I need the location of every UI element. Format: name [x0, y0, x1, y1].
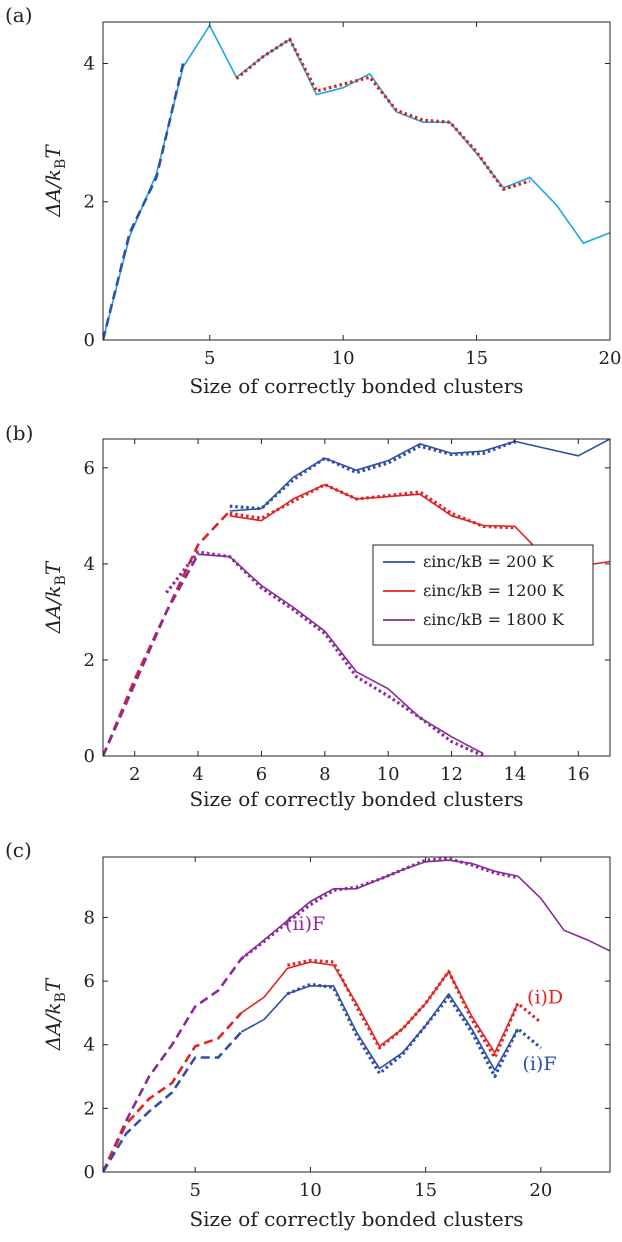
panel-label: (c) — [5, 838, 32, 862]
y-tick-label: 4 — [84, 554, 95, 575]
y-tick-label: 4 — [84, 53, 95, 74]
x-tick-label: 8 — [319, 764, 330, 785]
series-line-solid — [240, 859, 610, 960]
series-line-dotted — [286, 982, 542, 1079]
axes-frame — [102, 856, 611, 1173]
x-tick-label: 4 — [192, 764, 203, 785]
y-tick-label: 2 — [84, 1098, 95, 1119]
legend-entry: εinc/kB = 1800 K — [423, 610, 565, 629]
y-axis-label: ΔA/kBT — [41, 977, 69, 1051]
chart-panel-0: (a) 5 10 15 20 0 2 4 Size of correctly bonded cl… — [5, 3, 621, 398]
x-axis-label: Size of correctly bonded clusters — [189, 1207, 523, 1231]
x-tick-label: 20 — [529, 1180, 552, 1201]
annotation-label: (ii)F — [285, 913, 325, 935]
annotation-label: (i)D — [527, 986, 563, 1008]
x-tick-label: 10 — [299, 1180, 322, 1201]
series-line-solid — [240, 961, 519, 1054]
legend-entry: εinc/kB = 200 K — [423, 552, 555, 571]
x-tick-label: 6 — [256, 764, 267, 785]
series-line-dotted — [287, 958, 542, 1060]
x-tick-label: 10 — [332, 348, 355, 369]
y-tick-label: 0 — [84, 746, 95, 767]
series-line-dotted — [229, 483, 515, 530]
panel-label: (b) — [5, 421, 33, 445]
y-tick-label: 0 — [84, 1162, 95, 1183]
series-line-dotted — [240, 857, 519, 961]
x-tick-label: 10 — [377, 764, 400, 785]
chart-panel-2: (c) 5 10 15 20 0 2 4 6 8 Size of correctly bonded … — [5, 838, 611, 1231]
series-line-dotted — [235, 37, 531, 191]
x-axis-label: Size of correctly bonded clusters — [189, 374, 523, 398]
y-tick-label: 6 — [84, 458, 95, 479]
series-line-dashed — [103, 1012, 243, 1172]
x-tick-label: 15 — [465, 348, 488, 369]
legend-entry: εinc/kB = 1200 K — [423, 581, 565, 600]
series-line-dotted — [229, 439, 516, 511]
series-line-solid — [240, 985, 519, 1071]
annotation-label: (i)F — [522, 1053, 556, 1075]
series-line-dashed — [103, 63, 185, 340]
y-axis-label: ΔA/kBT — [41, 144, 69, 218]
x-axis-label: Size of correctly bonded clusters — [189, 787, 523, 811]
x-tick-label: 5 — [189, 1180, 200, 1201]
y-tick-label: 2 — [84, 650, 95, 671]
y-tick-label: 4 — [84, 1035, 95, 1056]
series-line-dashed — [103, 553, 200, 756]
series-line-dashed — [103, 1031, 243, 1172]
x-tick-label: 20 — [599, 348, 622, 369]
y-tick-label: 6 — [84, 971, 95, 992]
y-tick-label: 0 — [84, 330, 95, 351]
x-tick-label: 15 — [414, 1180, 437, 1201]
panel-label: (a) — [5, 3, 33, 27]
series-line-dashed — [103, 510, 231, 756]
y-axis-label: ΔA/kBT — [41, 560, 69, 634]
series-line-dashed — [103, 958, 243, 1172]
series-line-solid — [103, 24, 610, 340]
axes-frame — [102, 21, 611, 341]
series-line-dotted — [165, 550, 484, 756]
axes-frame — [102, 438, 611, 757]
x-tick-label: 16 — [567, 764, 590, 785]
x-tick-label: 2 — [129, 764, 140, 785]
series-line-solid — [229, 439, 610, 512]
x-tick-label: 14 — [503, 764, 526, 785]
y-tick-label: 8 — [84, 907, 95, 928]
x-tick-label: 12 — [440, 764, 463, 785]
x-tick-label: 5 — [204, 348, 215, 369]
y-tick-label: 2 — [84, 192, 95, 213]
legend: εinc/kB = 200 K εinc/kB = 1200 K εinc/kB =… — [372, 544, 594, 646]
